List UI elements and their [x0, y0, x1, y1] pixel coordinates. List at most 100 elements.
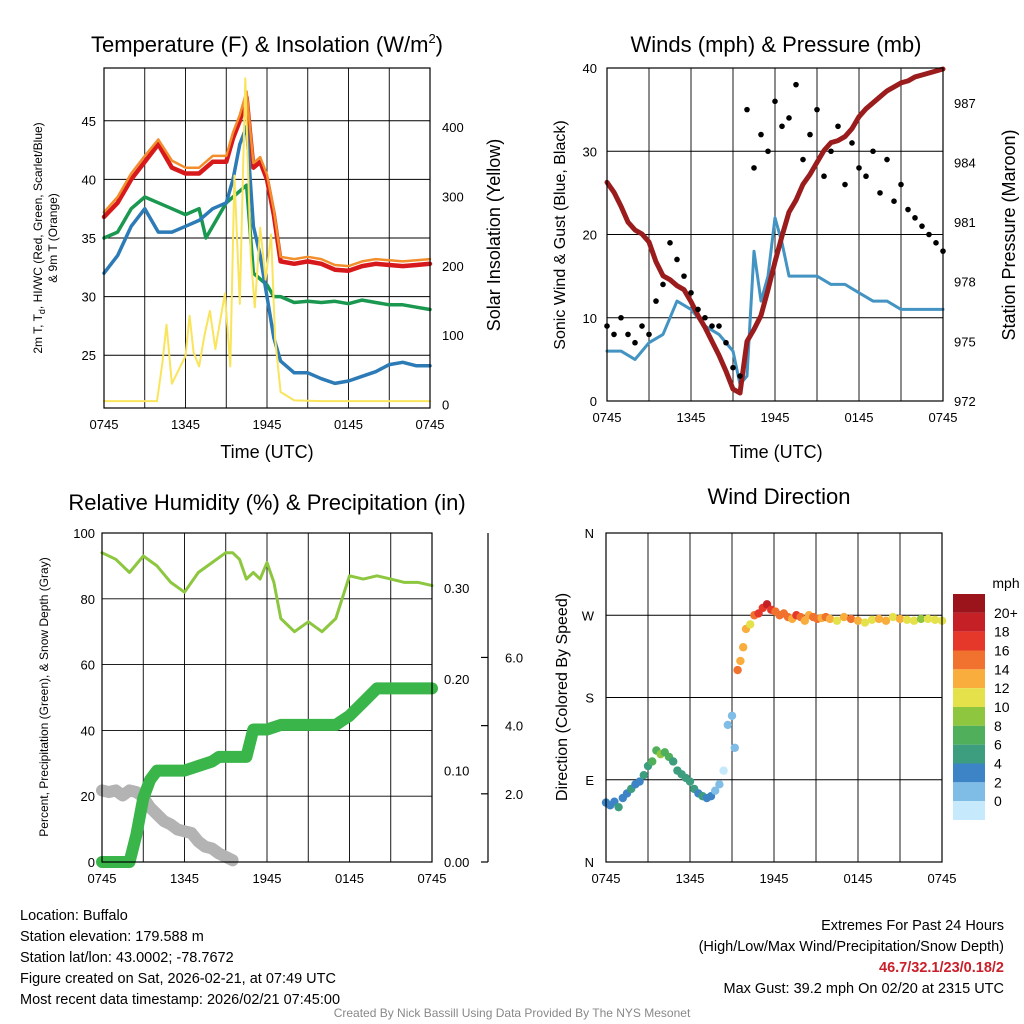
gust-point	[653, 298, 659, 304]
temp-xtick-label: 0745	[416, 417, 445, 432]
dir-ytick-label: N	[585, 526, 594, 541]
colorbar-label: 16	[994, 643, 1010, 659]
snow-tick-label: 4.0	[505, 719, 523, 734]
humidity-precip-panel: 0 20 40 60 80 100 0.00 0.10 0.20 0.30 2.0 4.0 6.0 074…	[37, 490, 523, 886]
gust-point	[772, 98, 778, 105]
pressure-tick-label: 978	[954, 275, 976, 290]
snow-depth-line	[96, 784, 239, 867]
temp-ytick-label: 40	[82, 172, 96, 187]
dir-xtick-label: 0745	[928, 871, 957, 886]
gust-point	[667, 240, 673, 246]
winds-ytick-label: 0	[590, 394, 597, 409]
temp-ylabel-right: Solar Insolation (Yellow)	[484, 139, 504, 331]
direction-point	[888, 612, 898, 622]
elevation-text: Station elevation: 179.588 m	[20, 929, 204, 945]
gust-point	[891, 198, 897, 204]
gust-point	[730, 364, 736, 371]
temp-xtick-label: 0145	[334, 417, 363, 432]
direction-point	[739, 643, 748, 652]
series-temp9m-line	[102, 90, 432, 268]
temperature-panel: 25 30 35 40 45 0 100 200 300 400 0745 1345 1945 0145 0…	[31, 31, 504, 462]
direction-point	[881, 616, 891, 625]
dir-xtick-label: 1945	[760, 871, 789, 886]
rh-ytick-label: 20	[81, 789, 95, 804]
rh-title: Relative Humidity (%) & Precipitation (i…	[68, 490, 465, 515]
gust-point	[863, 173, 869, 180]
direction-point	[874, 614, 884, 624]
colorbar-swatch	[953, 725, 985, 745]
gust-point	[842, 181, 848, 188]
dir-xtick-label: 1345	[676, 871, 705, 886]
rh-ytick-label: 100	[73, 526, 95, 541]
dir-ytick-label: N	[585, 855, 594, 870]
precip-tick-label: 0.20	[444, 672, 469, 687]
direction-point	[832, 616, 842, 625]
colorbar-label: 18	[994, 624, 1010, 640]
dir-ytick-label: E	[585, 773, 594, 788]
max-gust-text: Max Gust: 39.2 mph On 02/20 at 2315 UTC	[723, 981, 1004, 997]
snow-tick-label: 6.0	[505, 650, 523, 665]
colorbar-swatch	[953, 707, 985, 726]
temp-ylabel-line1: 2m T, Td, HI/WC (Red, Green, Scarlet/Blu…	[31, 122, 47, 353]
gust-point	[751, 165, 757, 171]
pressure-tick-label: 972	[954, 394, 976, 409]
rh-frame	[101, 532, 433, 863]
rh-ytick-label: 0	[88, 855, 95, 870]
colorbar-swatch	[953, 801, 985, 820]
created-text: Figure created on Sat, 2026-02-21, at 07…	[20, 971, 336, 987]
gust-point	[807, 131, 813, 138]
extremes-subtitle: (High/Low/Max Wind/Precipitation/Snow De…	[698, 939, 1004, 955]
extremes-title: Extremes For Past 24 Hours	[821, 918, 1004, 934]
snow-tick-label: 2.0	[505, 787, 523, 802]
winds-xtick-label: 0745	[929, 410, 958, 425]
direction-point	[930, 615, 940, 625]
colorbar-label: 12	[994, 680, 1010, 696]
winds-ytick-label: 30	[583, 144, 597, 159]
temp-ytick-label: 35	[82, 231, 96, 246]
direction-point	[635, 777, 644, 786]
gust-point	[814, 106, 820, 113]
gust-point	[646, 331, 652, 338]
extremes-info: Extremes For Past 24 Hours (High/Low/Max…	[699, 916, 1004, 1000]
precip-tick-label: 0.30	[444, 581, 469, 596]
winds-ylabel-right: Station Pressure (Maroon)	[999, 129, 1019, 340]
winds-xtick-label: 1945	[761, 410, 790, 425]
direction-point	[669, 757, 678, 766]
temp-ytick-label: 25	[82, 348, 96, 363]
temp-ylabel-sub: d	[37, 309, 47, 314]
gust-point	[793, 81, 799, 88]
rh-xtick-label: 0745	[418, 871, 447, 886]
direction-point	[723, 720, 732, 730]
rh-xtick-label: 1945	[253, 871, 282, 886]
dir-ylabel: Direction (Colored By Speed)	[554, 593, 571, 801]
rh-ytick-label: 40	[81, 723, 95, 738]
gust-point	[905, 206, 911, 213]
direction-point	[715, 780, 724, 789]
series-insolation-line	[103, 77, 431, 403]
gust-point	[625, 331, 631, 338]
relative-humidity-line	[100, 551, 434, 634]
credit-line: Created By Nick Bassill Using Data Provi…	[333, 1006, 691, 1020]
gust-point	[898, 181, 904, 188]
winds-xtick-label: 1345	[677, 410, 706, 425]
temp-ytick-label: 45	[82, 114, 96, 129]
gust-point	[933, 240, 939, 246]
gust-point	[723, 339, 729, 346]
colorbar-swatch	[953, 631, 985, 651]
gust-point	[611, 331, 617, 338]
colorbar-label: 8	[994, 718, 1002, 734]
direction-point	[902, 615, 912, 625]
colorbar-label: 4	[994, 756, 1002, 772]
winds-xlabel: Time (UTC)	[729, 442, 822, 462]
direction-point	[733, 665, 742, 675]
dir-xtick-label: 0745	[592, 871, 621, 886]
gust-point	[709, 323, 715, 329]
direction-point	[736, 656, 745, 666]
gust-point	[632, 339, 638, 346]
location-text: Location: Buffalo	[20, 908, 128, 924]
station-pressure-line	[604, 66, 946, 396]
direction-point	[923, 614, 933, 624]
gust-point	[681, 273, 687, 279]
direction-point	[916, 614, 926, 624]
